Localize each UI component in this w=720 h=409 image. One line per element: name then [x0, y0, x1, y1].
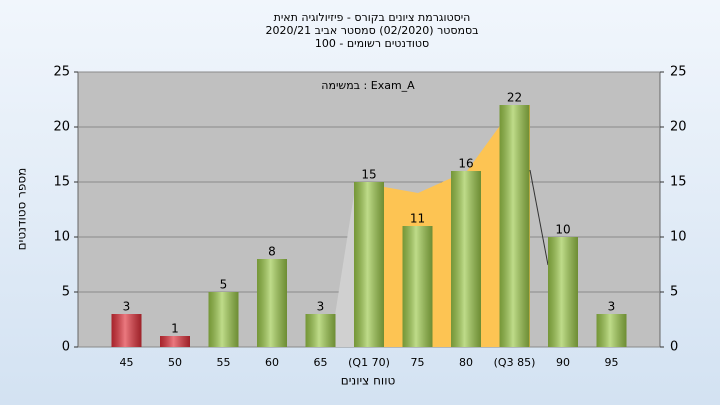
x-axis-label: טווח ציונים [341, 374, 396, 388]
data-label: 5 [220, 278, 228, 292]
x-tick-label: 45 [120, 356, 134, 369]
x-tick-label: 60 [265, 356, 279, 369]
data-label: 16 [458, 157, 473, 171]
y-tick-label: 10 [53, 230, 70, 245]
data-label: 3 [317, 300, 325, 314]
bar-shade [257, 259, 287, 347]
y2-tick-label: 5 [670, 285, 678, 300]
y2-tick-label: 0 [670, 340, 678, 355]
x-tick-label: 50 [168, 356, 182, 369]
bar-shade [402, 226, 433, 347]
bar-shade [354, 182, 384, 347]
y-tick-label: 25 [53, 65, 70, 80]
y2-tick-label: 10 [670, 230, 687, 245]
data-label: 11 [410, 212, 425, 226]
x-tick-label: 80 [459, 356, 473, 369]
whisker [529, 169, 549, 266]
x-tick-label: 55 [217, 356, 231, 369]
y-tick-label: 0 [62, 340, 70, 355]
data-label: 3 [608, 300, 616, 314]
chart-title: היסטוגרמת ציונים בקורס - פיזיולוגיה תאית [274, 11, 471, 24]
bar-shade [160, 336, 190, 347]
data-label: 15 [361, 168, 376, 182]
x-tick-label: (Q1 70) [348, 356, 390, 369]
y2-tick-label: 25 [670, 65, 687, 80]
chart-title: סטודנטים רשומים - 100 [315, 37, 429, 50]
bar-shade [111, 314, 142, 347]
y-tick-label: 15 [53, 175, 70, 190]
y-tick-label: 5 [62, 285, 70, 300]
bar-shade [596, 314, 627, 347]
y2-tick-label: 20 [670, 120, 687, 135]
data-label: 1 [171, 322, 179, 336]
bar-shade [548, 237, 578, 347]
y-tick-label: 20 [53, 120, 70, 135]
bar-shade [499, 105, 530, 347]
x-tick-label: 90 [556, 356, 570, 369]
bar-shade [451, 171, 481, 347]
annotation: במשימה : Exam_A [321, 79, 415, 92]
data-label: 3 [123, 300, 131, 314]
quartile-shape [330, 182, 356, 347]
data-label: 8 [268, 245, 276, 259]
data-label: 10 [555, 223, 570, 237]
quartile-area [356, 105, 530, 347]
data-label: 22 [507, 91, 522, 105]
x-tick-label: 65 [314, 356, 328, 369]
chart-title: בסמסטר (02/2020) סמסטר אביב 2020/21 [265, 24, 478, 37]
bar-shade [305, 314, 336, 347]
x-tick-label: 75 [411, 356, 425, 369]
bar-shade [208, 292, 239, 347]
y2-tick-label: 15 [670, 175, 687, 190]
x-tick-label: 95 [605, 356, 619, 369]
y-axis-label: מספר סטודנטים [15, 168, 29, 251]
x-tick-label: (Q3 85) [494, 356, 536, 369]
